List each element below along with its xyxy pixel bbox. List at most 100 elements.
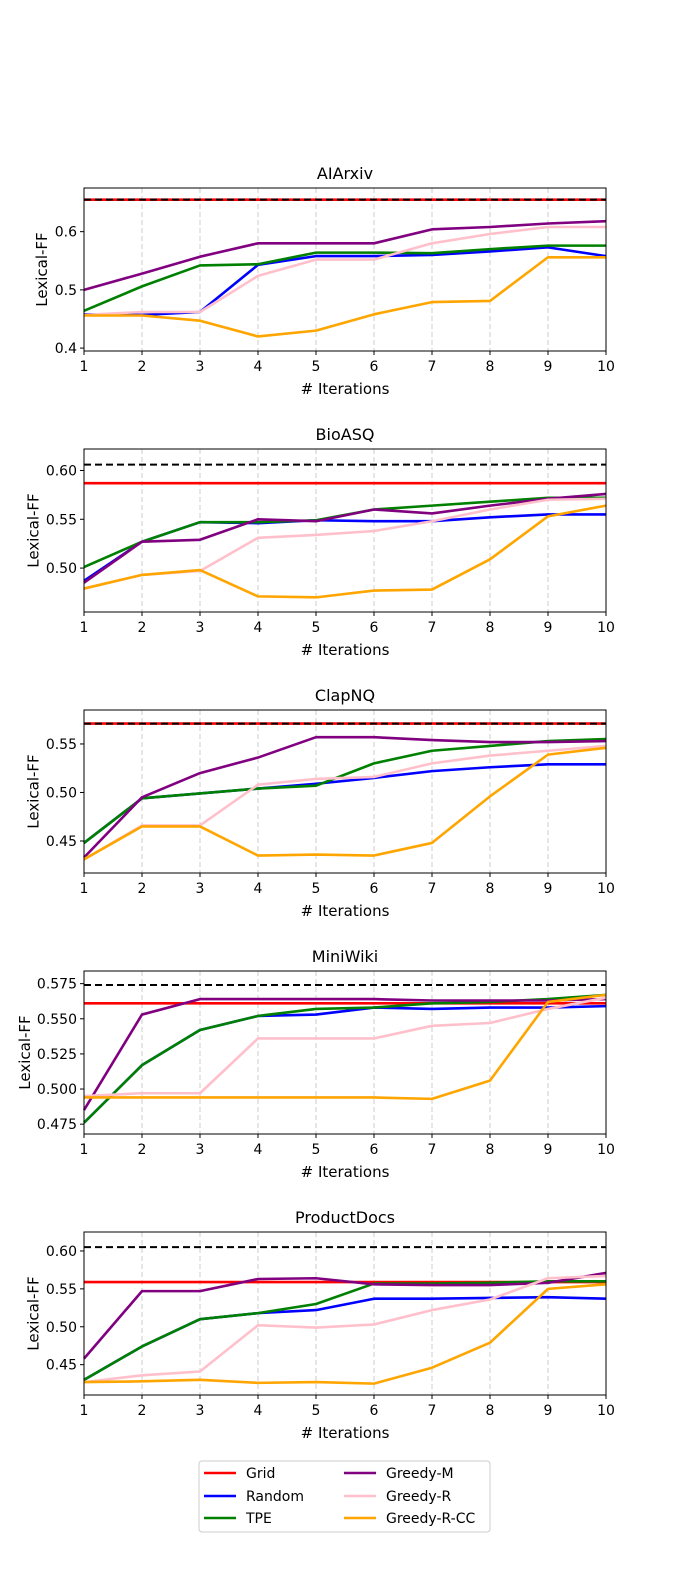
y-tick-label: 0.50 — [46, 561, 77, 577]
x-axis-label: # Iterations — [301, 641, 390, 659]
series-line-greedy-m — [82, 997, 607, 1111]
x-tick-label: 4 — [254, 620, 263, 636]
x-tick-label: 10 — [597, 620, 615, 636]
x-tick-label: 7 — [428, 620, 437, 636]
x-tick-label: 8 — [486, 359, 495, 375]
x-tick-label: 1 — [80, 620, 89, 636]
x-tick-label: 6 — [370, 359, 379, 375]
x-tick-label: 5 — [312, 1142, 321, 1158]
y-tick-label: 0.45 — [46, 1358, 77, 1374]
series-line-greedy-r — [83, 744, 607, 861]
x-tick-label: 9 — [544, 359, 553, 375]
x-tick-label: 8 — [486, 1403, 495, 1419]
chart-clapnq: ClapNQ 1 2 3 4 5 6 7 8 9 10 0.45 0.50 0.55 # Iteration… — [24, 686, 615, 920]
y-axis-label: Lexical-FF — [24, 493, 42, 567]
x-tick-label: 4 — [254, 1142, 263, 1158]
y-axis-label: Lexical-FF — [24, 754, 42, 828]
y-tick-label: 0.45 — [46, 834, 77, 850]
x-tick-label: 6 — [370, 1403, 379, 1419]
x-tick-label: 2 — [138, 1403, 147, 1419]
series-line-greedy-r-cc — [83, 504, 607, 599]
series-line-greedy-m — [83, 1271, 607, 1360]
legend-label-tpe: TPE — [245, 1511, 272, 1527]
chart-miniwiki: MiniWiki 1 2 3 4 5 6 7 8 9 10 0.475 0.500 0.525 0.550 0… — [16, 947, 615, 1181]
x-tick-label: 5 — [312, 620, 321, 636]
series-line-greedy-m — [83, 735, 607, 859]
x-tick-label: 6 — [370, 881, 379, 897]
x-tick-label: 3 — [196, 881, 205, 897]
x-tick-label: 5 — [312, 1403, 321, 1419]
series-line-random — [83, 763, 606, 844]
legend-label-greedy-m: Greedy-M — [386, 1466, 454, 1482]
chart-title: AIArxiv — [317, 164, 373, 183]
x-tick-label: 2 — [138, 881, 147, 897]
series-line-tpe — [83, 737, 607, 844]
x-tick-label: 5 — [312, 359, 321, 375]
x-tick-label: 1 — [80, 1403, 89, 1419]
plot-frame — [83, 970, 607, 1135]
plot-frame — [83, 709, 607, 874]
plot-frame — [83, 187, 607, 352]
series-line-greedy-r — [83, 225, 606, 317]
chart-title: ClapNQ — [315, 686, 375, 705]
x-tick-label: 2 — [138, 359, 147, 375]
x-tick-label: 2 — [138, 620, 147, 636]
y-axis-label: Lexical-FF — [33, 232, 51, 306]
plot-frame — [83, 448, 607, 613]
x-tick-label: 9 — [544, 1142, 553, 1158]
series-line-greedy-m — [83, 492, 607, 584]
series-line-greedy-r — [83, 1274, 607, 1384]
y-tick-label: 0.50 — [46, 1320, 77, 1336]
legend: Grid Greedy-M Random Greedy-R TPE Greedy… — [198, 1460, 491, 1533]
y-tick-label: 0.4 — [55, 341, 77, 357]
y-tick-label: 0.5 — [55, 283, 77, 299]
x-axis-label: # Iterations — [301, 380, 390, 398]
x-tick-label: 8 — [486, 881, 495, 897]
x-tick-label: 3 — [196, 1403, 205, 1419]
x-tick-label: 10 — [597, 359, 615, 375]
chart-productdocs: ProductDocs 1 2 3 4 5 6 7 8 9 10 0.45 0.50 0.55 0.60 # … — [24, 1208, 615, 1442]
x-tick-label: 9 — [544, 1403, 553, 1419]
legend-label-greedy-r-cc: Greedy-R-CC — [386, 1511, 475, 1527]
y-tick-label: 0.500 — [37, 1082, 77, 1098]
legend-label-grid: Grid — [246, 1466, 275, 1482]
series-line-greedy-r-cc — [83, 746, 607, 861]
x-tick-label: 10 — [597, 881, 615, 897]
x-tick-label: 7 — [428, 359, 437, 375]
x-tick-label: 1 — [80, 1142, 89, 1158]
y-tick-label: 0.50 — [46, 785, 77, 801]
y-tick-label: 0.55 — [46, 737, 77, 753]
x-tick-label: 7 — [428, 1403, 437, 1419]
x-tick-label: 1 — [80, 881, 89, 897]
y-tick-label: 0.55 — [46, 512, 77, 528]
y-tick-label: 0.6 — [55, 225, 77, 241]
x-tick-label: 4 — [254, 1403, 263, 1419]
x-tick-label: 4 — [254, 881, 263, 897]
x-tick-label: 8 — [486, 1142, 495, 1158]
x-tick-label: 3 — [196, 1142, 205, 1158]
x-axis-label: # Iterations — [301, 902, 390, 920]
series-line-random — [83, 513, 606, 582]
y-tick-label: 0.550 — [37, 1012, 77, 1028]
series-line-tpe — [83, 1279, 606, 1381]
y-tick-label: 0.525 — [37, 1047, 77, 1063]
x-tick-label: 4 — [254, 359, 263, 375]
series-line-random — [83, 1295, 607, 1381]
x-tick-label: 3 — [196, 620, 205, 636]
x-tick-label: 3 — [196, 359, 205, 375]
y-tick-label: 0.575 — [37, 977, 77, 993]
x-tick-label: 8 — [486, 620, 495, 636]
series-line-greedy-m — [83, 219, 607, 292]
legend-label-random: Random — [246, 1489, 304, 1505]
x-tick-label: 6 — [370, 1142, 379, 1158]
x-axis-label: # Iterations — [301, 1163, 390, 1181]
x-tick-label: 7 — [428, 1142, 437, 1158]
plot-frame — [83, 1231, 607, 1396]
x-tick-label: 10 — [597, 1142, 615, 1158]
y-tick-label: 0.60 — [46, 463, 77, 479]
x-tick-label: 9 — [544, 620, 553, 636]
x-tick-label: 2 — [138, 1142, 147, 1158]
chart-title: MiniWiki — [312, 947, 378, 966]
chart-panels: AIArxiv 1 2 3 4 5 6 7 8 9 10 0.4 0.5 0.6 # Iterations L… — [16, 164, 615, 1442]
